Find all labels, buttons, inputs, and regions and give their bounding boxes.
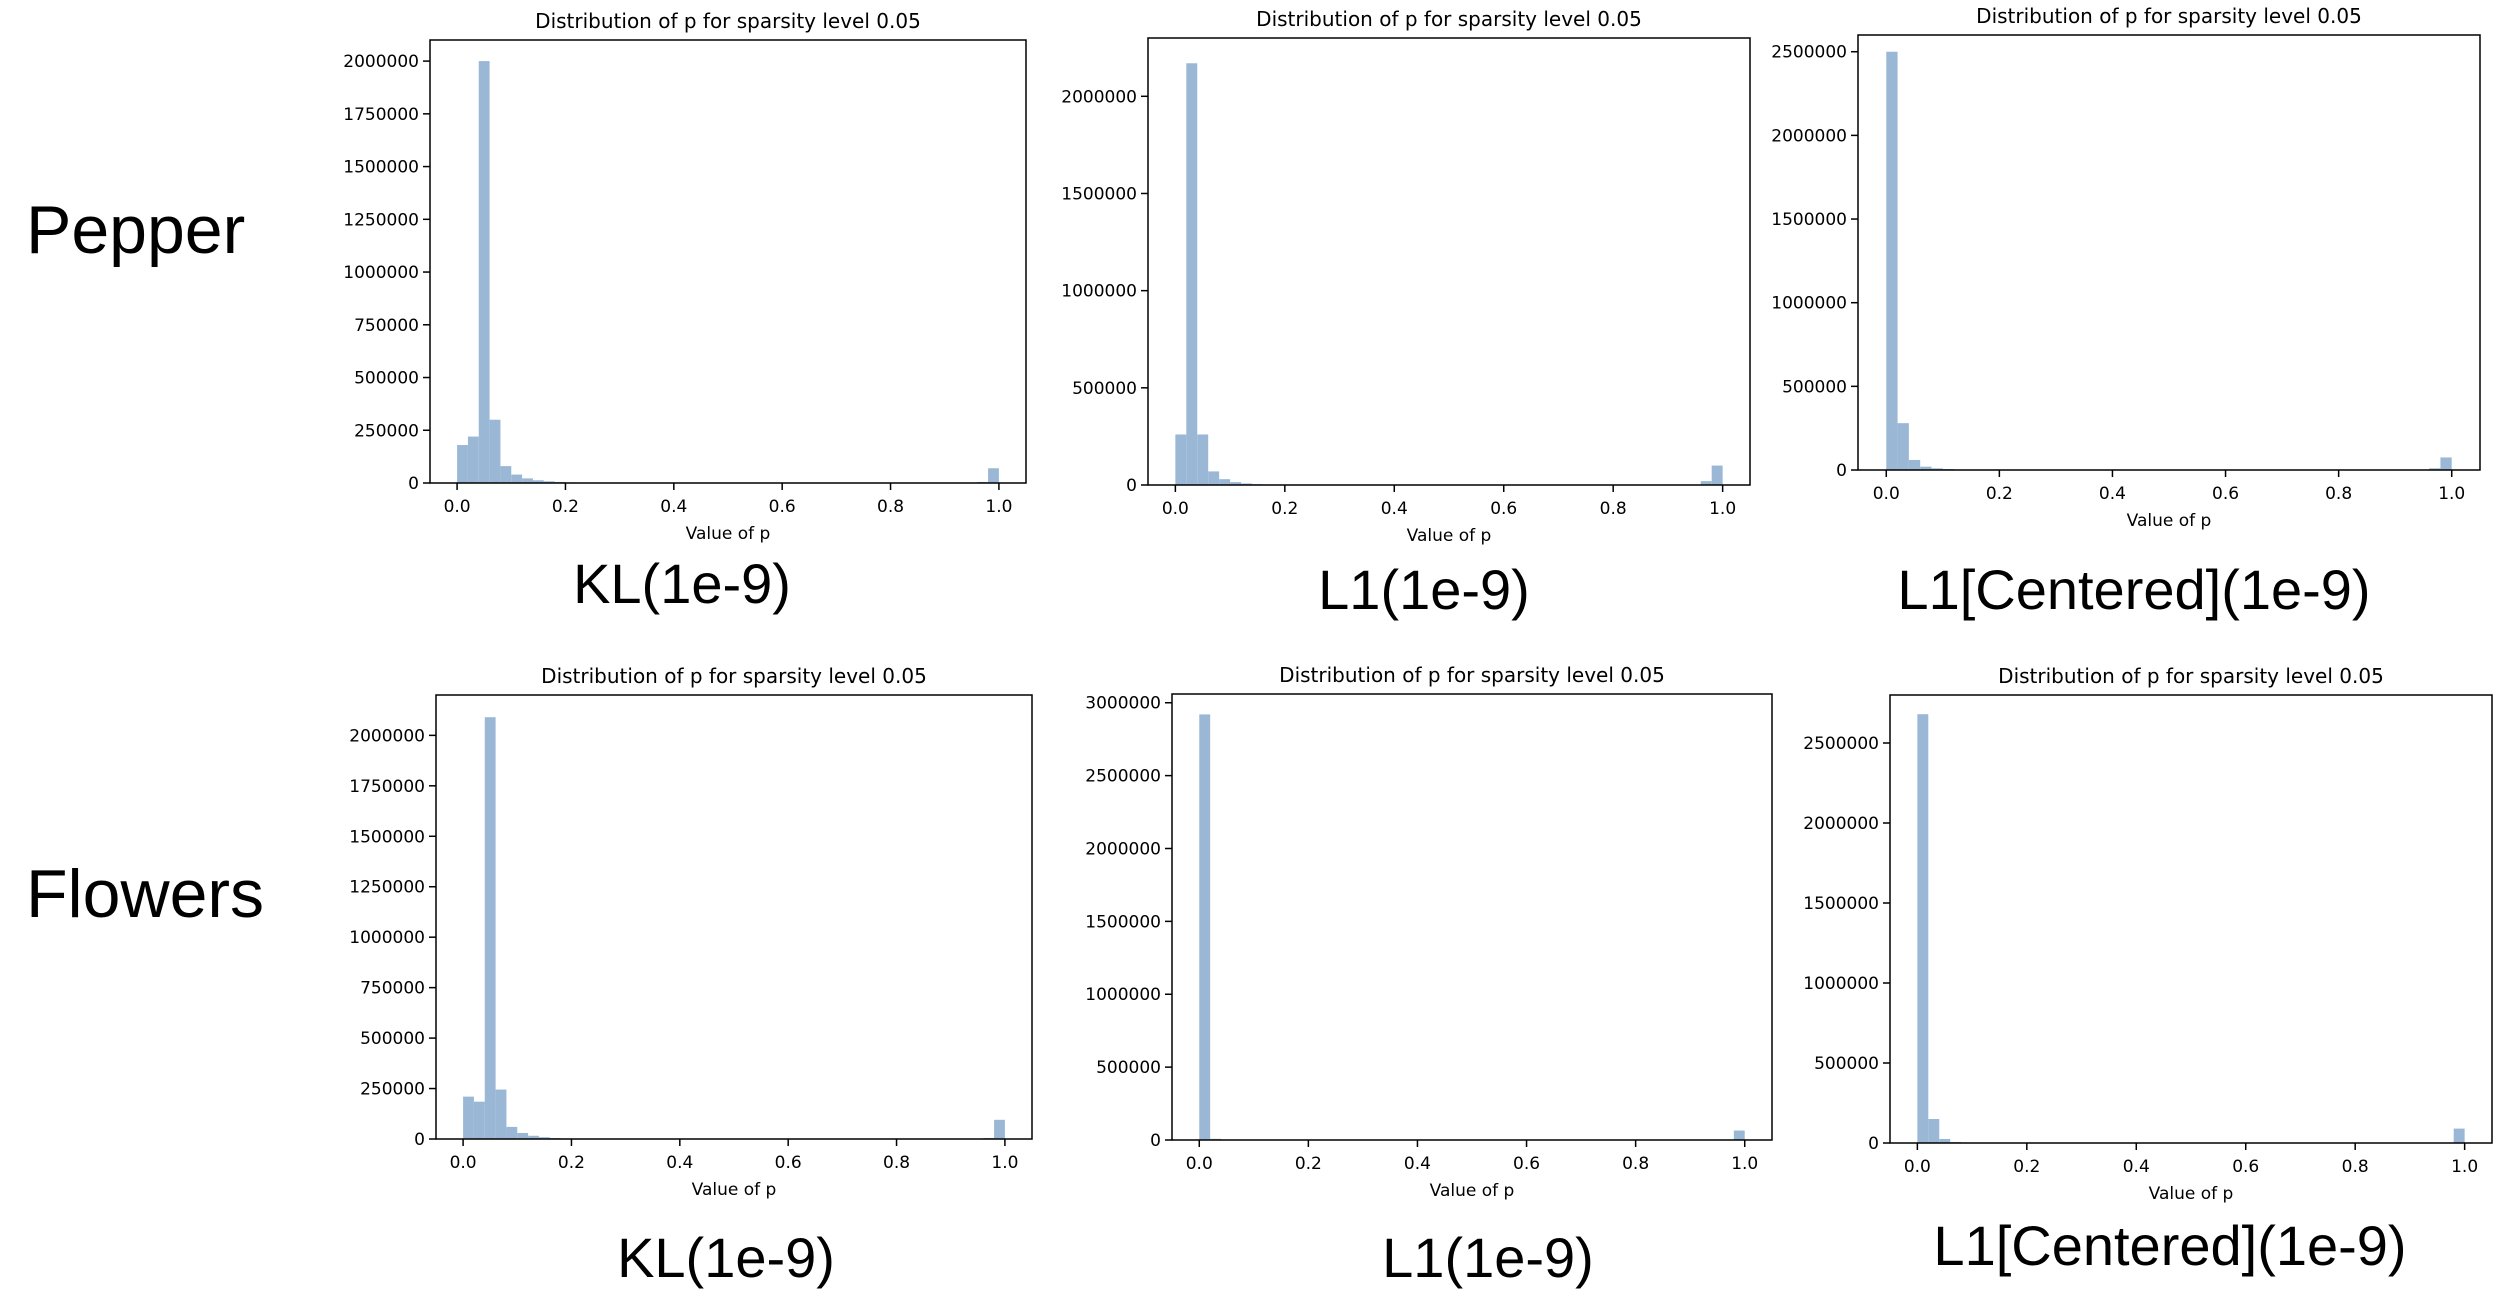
y-tick-label: 2000000 [1803, 814, 1879, 834]
x-tick-label: 0.8 [2342, 1157, 2369, 1177]
plot-frame [1890, 695, 2492, 1143]
x-tick-label: 0.2 [2013, 1157, 2040, 1177]
histogram-bar [1928, 1119, 1939, 1143]
y-tick-label: 2500000 [1803, 734, 1879, 754]
y-tick-label: 500000 [1814, 1054, 1879, 1074]
x-tick-label: 1.0 [2451, 1157, 2478, 1177]
x-tick-label: 0.4 [2123, 1157, 2150, 1177]
x-tick-label: 0.6 [2232, 1157, 2259, 1177]
y-tick-label: 0 [1868, 1134, 1879, 1154]
histogram-bar [1917, 714, 1928, 1143]
x-axis-label: Value of p [2149, 1184, 2234, 1204]
chart-title: Distribution of p for sparsity level 0.0… [1998, 664, 2384, 688]
histogram-bar [2454, 1129, 2465, 1143]
y-tick-label: 1500000 [1803, 894, 1879, 914]
y-tick-label: 1000000 [1803, 974, 1879, 994]
x-tick-label: 0.0 [1904, 1157, 1931, 1177]
